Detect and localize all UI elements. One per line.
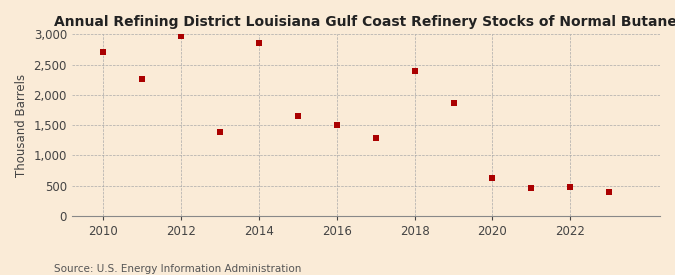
- Point: [604, 190, 615, 194]
- Text: Source: U.S. Energy Information Administration: Source: U.S. Energy Information Administ…: [54, 264, 301, 274]
- Point: [253, 41, 264, 45]
- Point: [526, 186, 537, 190]
- Y-axis label: Thousand Barrels: Thousand Barrels: [15, 74, 28, 177]
- Point: [370, 136, 381, 140]
- Point: [136, 77, 147, 81]
- Point: [487, 176, 498, 181]
- Point: [98, 50, 109, 55]
- Point: [292, 114, 303, 118]
- Point: [331, 122, 342, 127]
- Point: [176, 34, 186, 38]
- Point: [215, 130, 225, 135]
- Title: Annual Refining District Louisiana Gulf Coast Refinery Stocks of Normal Butane: Annual Refining District Louisiana Gulf …: [55, 15, 675, 29]
- Point: [565, 185, 576, 189]
- Point: [409, 69, 420, 73]
- Point: [448, 101, 459, 106]
